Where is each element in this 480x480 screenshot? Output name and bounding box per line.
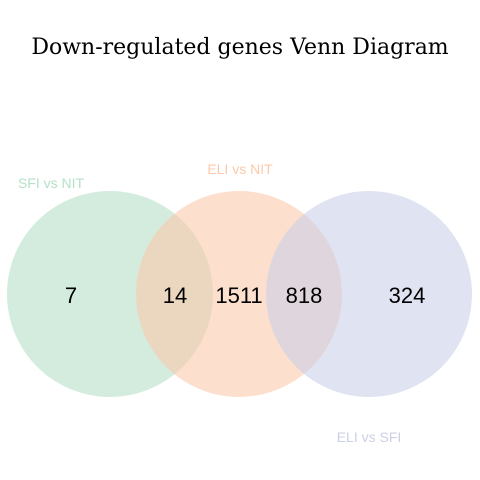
region-count-eli-sfi-only: 324 (389, 283, 426, 308)
set-label-sfi-vs-nit: SFI vs NIT (18, 175, 85, 191)
region-count-sfi-only: 7 (65, 283, 77, 308)
set-circle-eli-vs-sfi (266, 191, 472, 397)
chart-title: Down-regulated genes Venn Diagram (31, 35, 448, 60)
set-label-eli-vs-nit: ELI vs NIT (207, 161, 273, 177)
region-count-eli-nit-eli-sfi: 818 (286, 283, 323, 308)
region-count-sfi-eli-nit: 14 (163, 283, 187, 308)
set-label-eli-vs-sfi: ELI vs SFI (337, 429, 402, 445)
region-count-eli-nit-only: 1511 (215, 283, 262, 308)
